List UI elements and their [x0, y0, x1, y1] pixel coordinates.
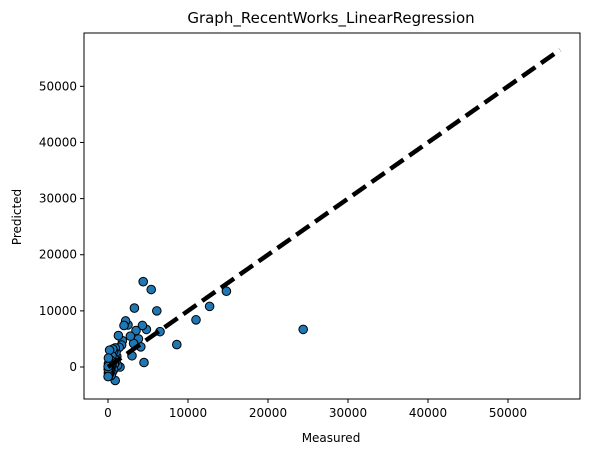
- y-axis-ticks: 0 10000 20000 30000 40000 50000: [39, 79, 84, 374]
- data-point: [137, 320, 148, 331]
- y-tick-label: 30000: [39, 192, 77, 206]
- y-tick-label: 0: [69, 360, 77, 374]
- x-tick-label: 20000: [249, 406, 287, 420]
- data-point: [146, 284, 156, 295]
- data-point: [191, 315, 201, 325]
- data-point: [138, 276, 148, 287]
- data-point: [119, 320, 129, 331]
- x-tick-label: 0: [104, 406, 112, 420]
- y-tick-label: 10000: [39, 304, 77, 318]
- data-point: [131, 325, 141, 336]
- y-axis-label: Predicted: [10, 189, 24, 245]
- data-point: [104, 345, 115, 355]
- data-point: [204, 301, 215, 312]
- data-point: [139, 357, 149, 368]
- chart-title: Graph_RecentWorks_LinearRegression: [187, 9, 474, 28]
- y-tick-label: 50000: [39, 79, 77, 93]
- scatter-points: [103, 276, 309, 386]
- plot-frame: [83, 32, 581, 400]
- x-tick-label: 10000: [169, 406, 207, 420]
- data-point: [103, 353, 114, 363]
- data-point: [129, 303, 140, 313]
- x-axis-ticks: 0 10000 20000 30000 40000 50000: [104, 399, 527, 420]
- x-tick-label: 50000: [489, 406, 527, 420]
- data-point: [125, 331, 136, 341]
- data-point: [113, 330, 124, 341]
- x-tick-label: 30000: [329, 406, 367, 420]
- data-point: [103, 371, 113, 382]
- data-point: [221, 286, 232, 297]
- y-tick-label: 40000: [39, 135, 77, 149]
- data-point: [298, 324, 309, 335]
- y-tick-label: 20000: [39, 248, 77, 262]
- x-tick-label: 40000: [409, 406, 447, 420]
- reference-line: [106, 47, 562, 369]
- data-point: [172, 339, 182, 350]
- plot-area: [103, 47, 562, 386]
- data-point: [152, 306, 162, 316]
- x-axis-label: Measured: [302, 431, 361, 445]
